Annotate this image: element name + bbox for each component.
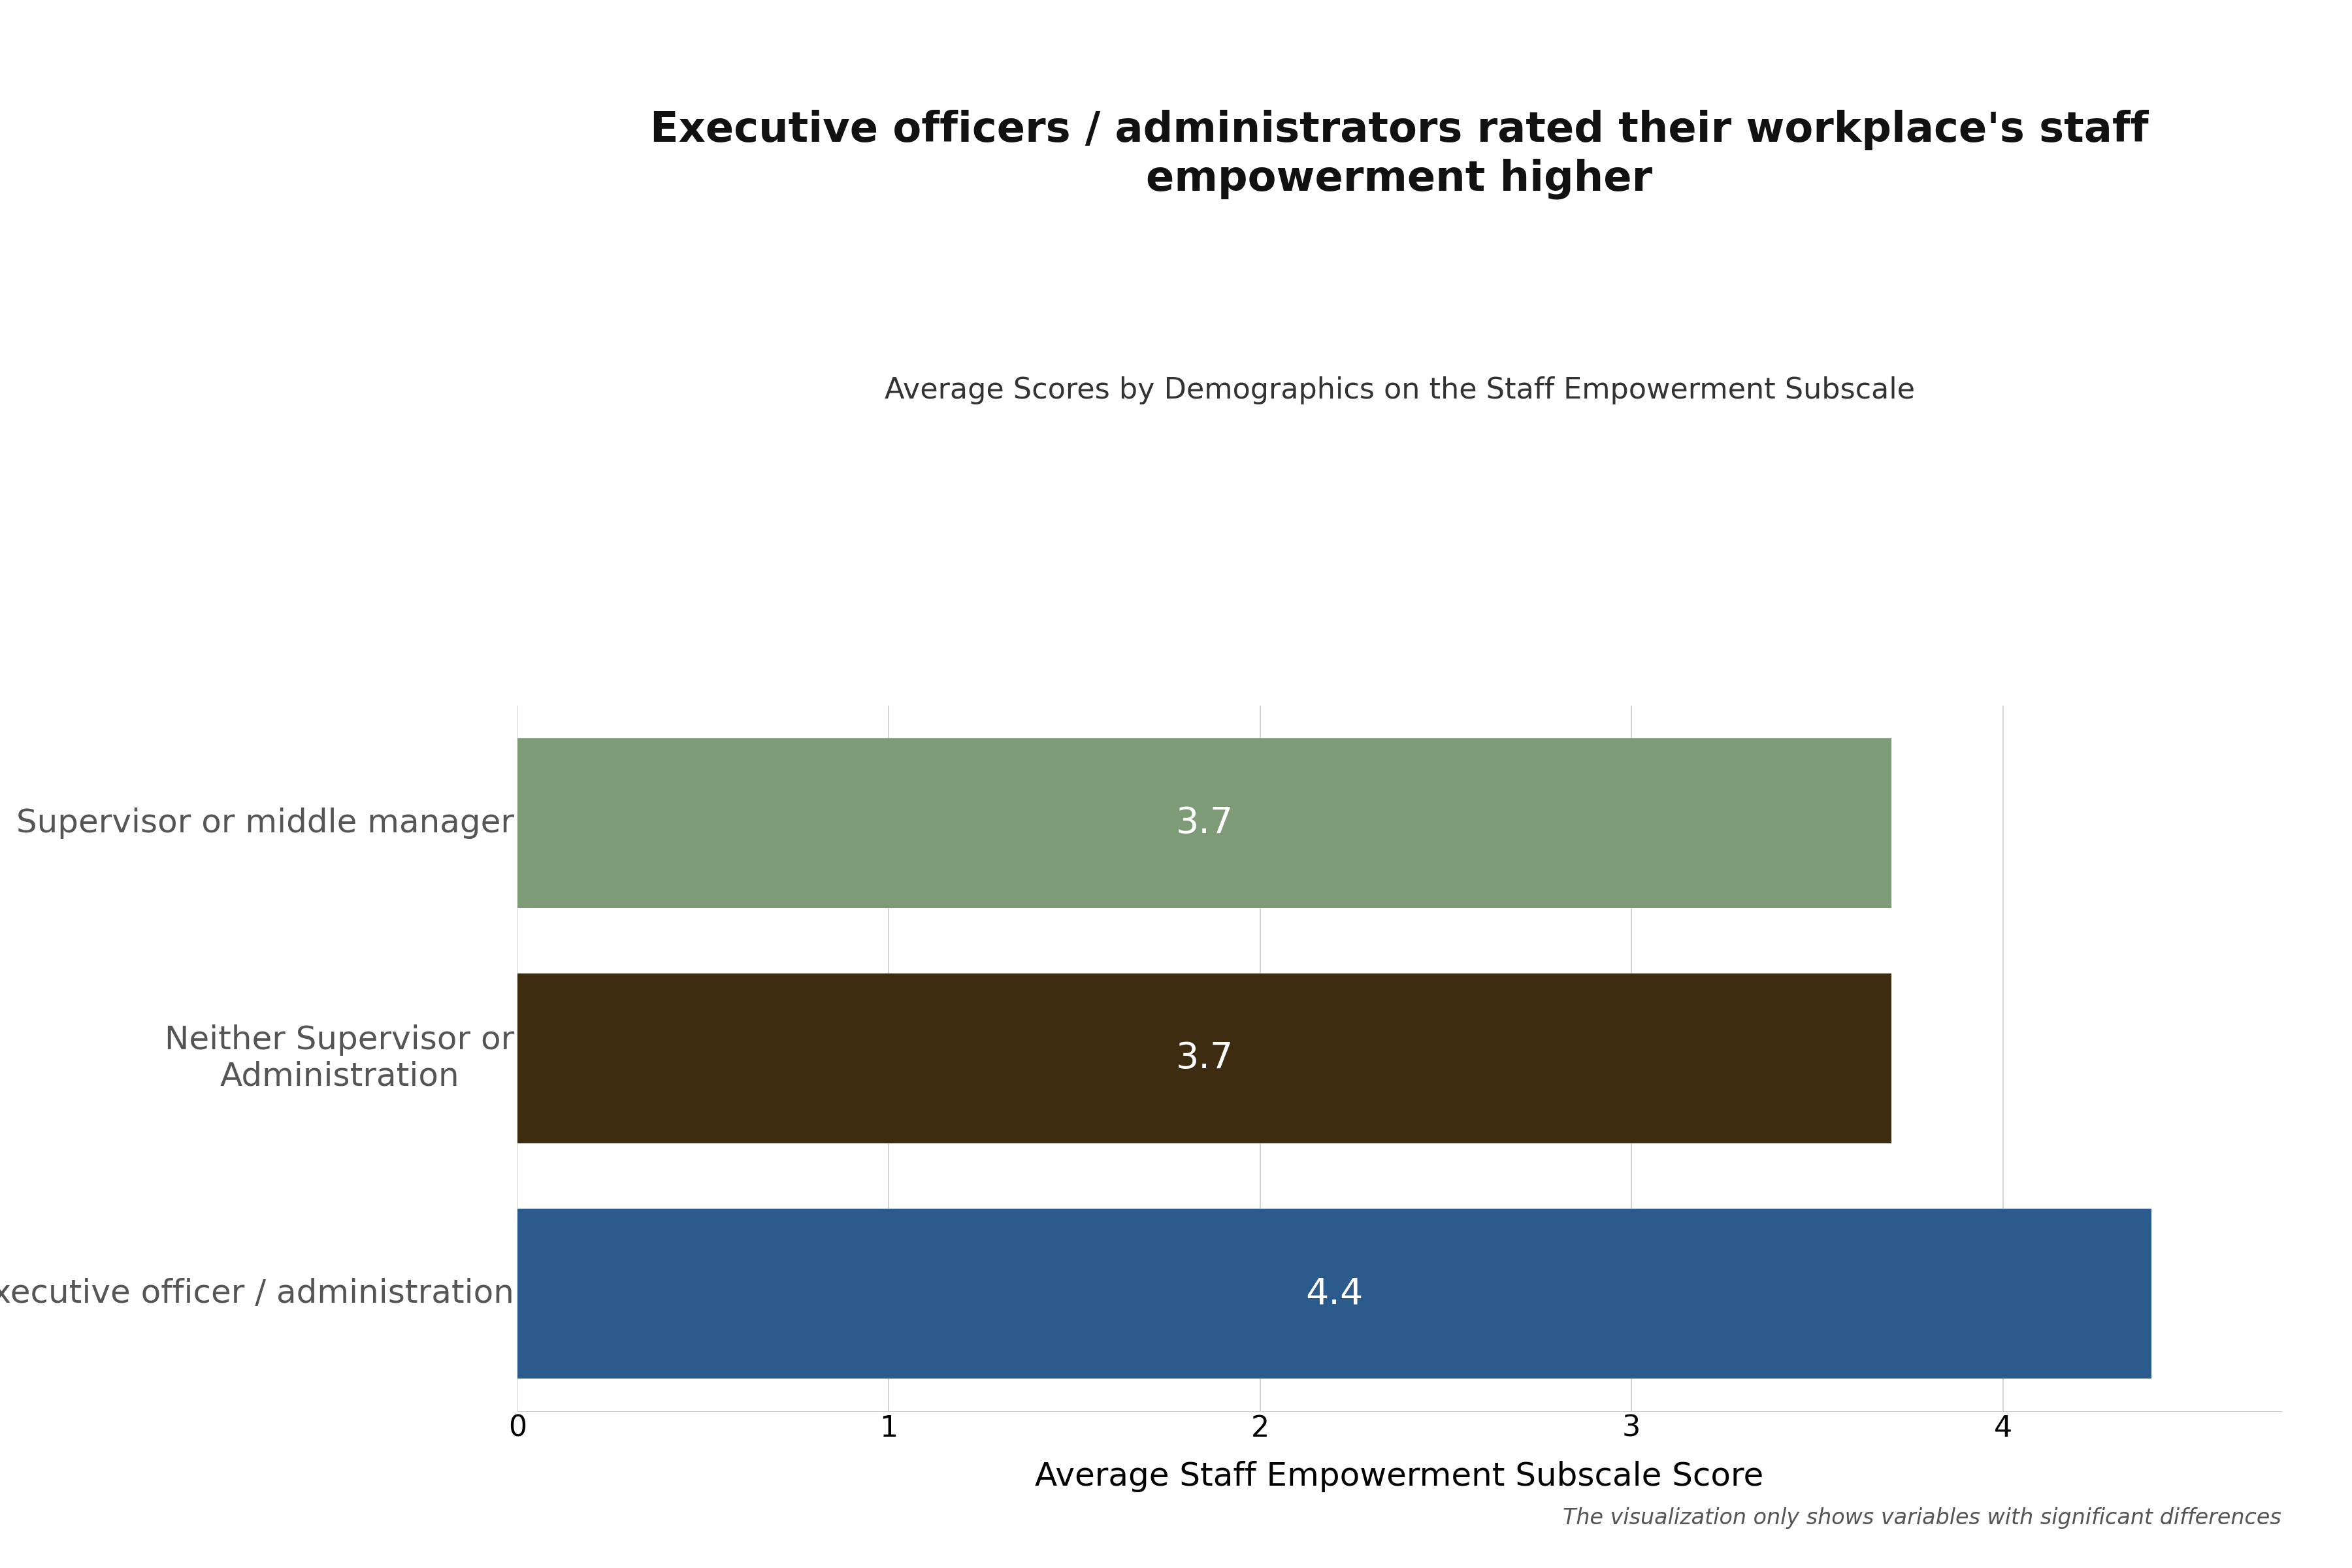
Text: The visualization only shows variables with significant differences: The visualization only shows variables w… [1564, 1507, 2281, 1529]
Bar [517, 974, 1891, 1143]
Text: 3.7: 3.7 [1176, 1041, 1232, 1076]
Bar [517, 1209, 2152, 1378]
Text: 3.7: 3.7 [1176, 806, 1232, 840]
Text: 4.4: 4.4 [1305, 1276, 1364, 1311]
Text: Average Scores by Demographics on the Staff Empowerment Subscale: Average Scores by Demographics on the St… [884, 376, 1915, 405]
Text: Executive officers / administrators rated their workplace's staff
empowerment hi: Executive officers / administrators rate… [649, 110, 2150, 199]
X-axis label: Average Staff Empowerment Subscale Score: Average Staff Empowerment Subscale Score [1035, 1461, 1764, 1493]
Bar [517, 739, 1891, 908]
